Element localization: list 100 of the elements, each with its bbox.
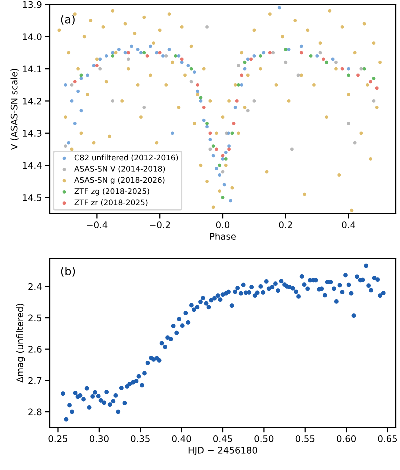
point bbox=[252, 100, 256, 103]
point bbox=[196, 90, 200, 94]
x-tick-label: 0.55 bbox=[296, 436, 315, 442]
y-axis-title: Δmag (unfiltered) bbox=[16, 304, 26, 383]
point bbox=[64, 144, 68, 148]
point bbox=[309, 54, 313, 58]
x-tick-label: −0.4 bbox=[87, 222, 108, 228]
point bbox=[268, 51, 272, 55]
y-tick-label: 13.9 bbox=[23, 1, 42, 8]
point bbox=[232, 122, 236, 126]
point bbox=[80, 77, 84, 80]
point bbox=[215, 167, 218, 171]
point bbox=[70, 83, 74, 87]
point bbox=[322, 58, 326, 62]
point bbox=[196, 83, 200, 87]
point bbox=[316, 54, 320, 58]
point bbox=[168, 48, 172, 52]
point bbox=[162, 54, 165, 58]
point bbox=[300, 44, 304, 48]
point bbox=[325, 60, 328, 64]
point bbox=[104, 54, 108, 58]
point bbox=[142, 51, 146, 55]
y-tick-label: 14.4 bbox=[23, 162, 42, 170]
point bbox=[202, 106, 206, 110]
point bbox=[180, 58, 184, 62]
point bbox=[218, 174, 222, 177]
point bbox=[360, 67, 364, 71]
point bbox=[250, 58, 254, 62]
point bbox=[240, 83, 244, 87]
annotation: (b) bbox=[61, 266, 76, 277]
point bbox=[186, 64, 190, 68]
y-tick-label: 14.1 bbox=[23, 66, 42, 72]
x-tick-label: 0.35 bbox=[131, 436, 150, 442]
point bbox=[148, 44, 152, 48]
y-tick-label: 2.8 bbox=[28, 408, 42, 416]
point bbox=[212, 144, 216, 148]
point bbox=[92, 64, 96, 68]
point bbox=[206, 122, 209, 126]
x-tick-label: 0.50 bbox=[254, 436, 274, 442]
point bbox=[98, 67, 102, 71]
y-axis-title: V (ASAS-SN scale) bbox=[10, 69, 19, 150]
point bbox=[208, 138, 212, 142]
y-tick-label: 2.4 bbox=[28, 283, 42, 290]
point bbox=[221, 157, 225, 161]
point bbox=[142, 106, 146, 110]
point bbox=[98, 58, 102, 62]
point bbox=[300, 51, 304, 55]
point bbox=[67, 141, 71, 145]
x-tick-label: 0.30 bbox=[90, 436, 109, 442]
point bbox=[237, 83, 240, 87]
point bbox=[372, 100, 376, 103]
y-tick-label: 14.2 bbox=[23, 98, 42, 105]
point bbox=[229, 199, 233, 203]
point bbox=[80, 109, 84, 113]
point bbox=[126, 51, 130, 55]
point bbox=[347, 122, 351, 126]
point bbox=[353, 141, 357, 145]
x-tick-label: 0.60 bbox=[337, 436, 356, 442]
point bbox=[126, 58, 130, 62]
annotation: (a) bbox=[61, 15, 75, 26]
point bbox=[228, 148, 231, 152]
point bbox=[73, 80, 77, 84]
x-tick-label: 0.25 bbox=[48, 436, 68, 442]
point bbox=[192, 70, 196, 74]
point bbox=[347, 74, 351, 78]
point bbox=[202, 118, 206, 122]
point bbox=[228, 144, 231, 148]
y-tick-label: 2.7 bbox=[28, 377, 42, 384]
point bbox=[347, 67, 351, 71]
point bbox=[118, 48, 121, 52]
x-tick-label: 0.45 bbox=[214, 436, 232, 442]
point bbox=[246, 58, 250, 62]
point bbox=[111, 51, 115, 55]
point bbox=[206, 125, 209, 129]
point bbox=[111, 54, 115, 58]
point bbox=[224, 157, 228, 161]
point bbox=[130, 44, 134, 48]
point bbox=[146, 54, 150, 58]
x-axis-title: HJD − 2456180 bbox=[188, 447, 258, 456]
point bbox=[375, 86, 379, 90]
point bbox=[222, 183, 226, 187]
point bbox=[243, 60, 247, 64]
x-tick-label: 0.40 bbox=[172, 436, 192, 442]
point bbox=[215, 148, 218, 152]
point bbox=[234, 106, 238, 110]
point bbox=[170, 132, 174, 136]
point bbox=[369, 80, 373, 84]
point bbox=[230, 132, 234, 136]
y-tick-label: 14.3 bbox=[23, 130, 42, 137]
point bbox=[70, 100, 74, 103]
point bbox=[290, 148, 294, 152]
x-tick-label: 0.2 bbox=[279, 222, 292, 228]
point bbox=[206, 26, 209, 29]
point bbox=[334, 60, 338, 64]
point bbox=[76, 90, 80, 94]
point bbox=[164, 54, 168, 58]
point bbox=[259, 54, 262, 58]
point bbox=[180, 60, 184, 64]
point bbox=[221, 196, 225, 200]
point bbox=[240, 74, 244, 78]
